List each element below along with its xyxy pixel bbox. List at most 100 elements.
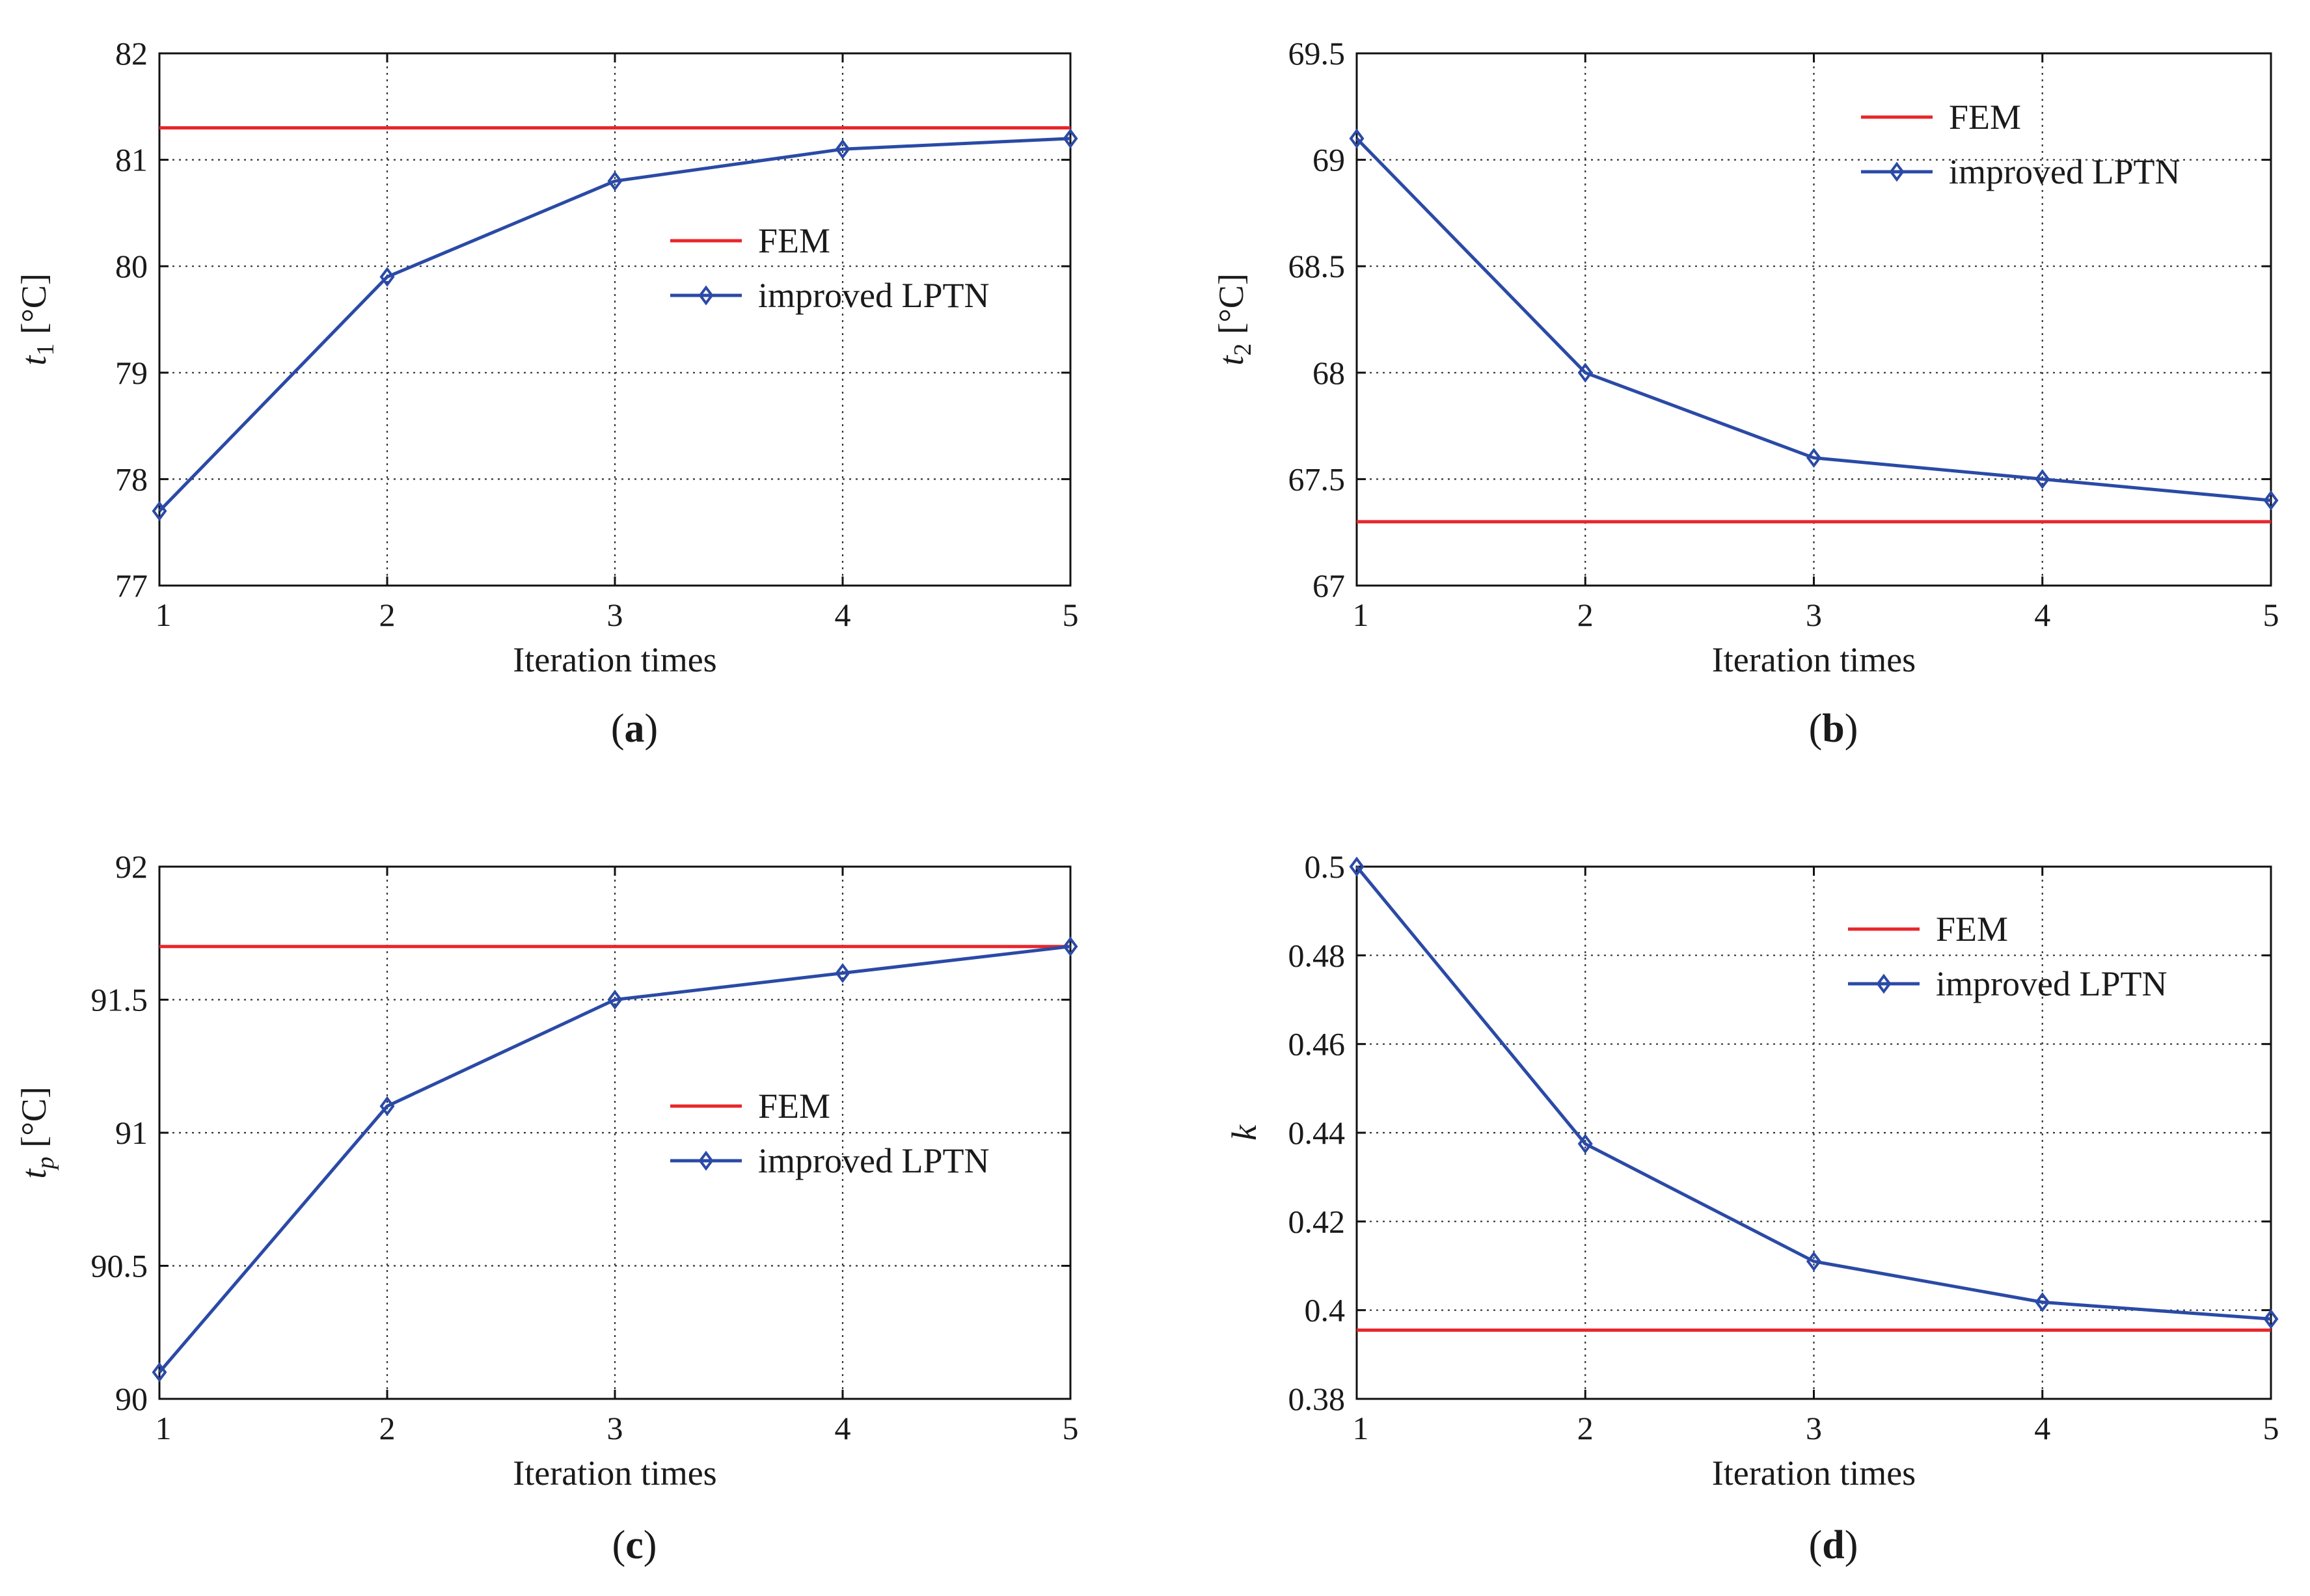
y-axis-subscript: 2 <box>1229 344 1257 356</box>
data-point-diamond <box>1577 362 1593 383</box>
legend-lptn-label: improved LPTN <box>758 276 989 315</box>
x-tick-label: 3 <box>607 597 623 633</box>
series-improved-lptn-line <box>1355 865 2272 1321</box>
data-point-diamond <box>1577 1133 1593 1154</box>
x-tick-label: 2 <box>1577 597 1594 633</box>
panel-caption: (d) <box>1809 1523 1858 1567</box>
y-axis-symbol: t <box>14 1168 53 1179</box>
y-axis-unit: [°C] <box>14 1087 53 1148</box>
legend-lptn-marker <box>1876 973 1892 994</box>
panel-c: 1 2 3 4 5 90 90.5 91 91.5 92 Iteration times tp [°C]… <box>14 848 1079 1567</box>
panel-caption: (a) <box>611 707 658 751</box>
panel-caption: (b) <box>1809 707 1858 751</box>
y-tick-label: 91.5 <box>91 982 148 1018</box>
legend-fem-label: FEM <box>1949 98 2021 137</box>
y-tick-label: 81 <box>115 142 148 178</box>
data-point-diamond <box>2263 490 2279 511</box>
x-tick-label: 4 <box>2034 597 2050 633</box>
y-tick-label: 77 <box>115 567 148 604</box>
y-tick-label: 0.46 <box>1288 1026 1346 1062</box>
y-tick-label: 0.48 <box>1288 937 1346 973</box>
x-tick-label: 4 <box>835 597 851 633</box>
y-tick-label: 68.5 <box>1288 248 1346 284</box>
y-tick-label: 0.44 <box>1288 1115 1346 1151</box>
data-point-diamond <box>1063 936 1078 957</box>
data-point-diamond <box>152 501 167 521</box>
x-tick-label: 1 <box>156 597 172 633</box>
x-tick-label: 5 <box>1063 597 1079 633</box>
y-tick-label: 82 <box>115 35 148 72</box>
y-tick-label: 0.42 <box>1288 1203 1346 1239</box>
y-tick-label: 68 <box>1312 355 1345 391</box>
legend-fem-label: FEM <box>758 1087 830 1126</box>
x-tick-label: 5 <box>2263 1410 2279 1446</box>
panel-caption-letter: c <box>625 1523 644 1567</box>
y-axis-subscript: p <box>32 1157 59 1171</box>
x-tick-label: 1 <box>1353 1410 1369 1446</box>
data-point-diamond <box>1349 128 1365 149</box>
x-tick-label: 2 <box>379 1410 396 1446</box>
y-axis-symbol: t <box>14 355 53 366</box>
data-point-diamond <box>379 1096 395 1116</box>
series-improved-lptn-line <box>158 137 1071 513</box>
series-improved-lptn-line <box>1355 137 2272 502</box>
y-tick-label: 0.5 <box>1305 848 1346 885</box>
legend-lptn-marker <box>698 285 714 306</box>
panel-caption: (c) <box>612 1523 657 1567</box>
x-axis-label: Iteration times <box>513 640 716 679</box>
legend-lptn-label: improved LPTN <box>758 1141 989 1180</box>
x-tick-label: 3 <box>1806 1410 1822 1446</box>
x-tick-label: 1 <box>1353 597 1369 633</box>
y-axis-unit: [°C] <box>1212 273 1251 334</box>
y-tick-label: 80 <box>115 248 148 284</box>
y-tick-label: 0.38 <box>1288 1381 1346 1417</box>
y-tick-label: 69.5 <box>1288 35 1346 72</box>
panel-caption-letter: a <box>625 707 645 751</box>
legend-lptn-label: improved LPTN <box>1949 152 2180 191</box>
data-point-diamond <box>2035 469 2050 489</box>
y-tick-label: 0.4 <box>1305 1292 1346 1329</box>
y-tick-label: 92 <box>115 848 148 885</box>
data-point-diamond <box>379 267 395 287</box>
y-axis-label: t2 [°C] <box>1212 273 1257 366</box>
legend-lptn-marker <box>1889 161 1905 182</box>
data-point-diamond <box>1349 856 1365 877</box>
x-axis-label: Iteration times <box>1712 640 1916 679</box>
x-tick-label: 1 <box>156 1410 172 1446</box>
panel-d: 1 2 3 4 5 0.38 0.4 0.42 0.44 0.46 0.48 0.5 Iteration… <box>1225 848 2279 1567</box>
y-axis-unit: [°C] <box>14 273 53 334</box>
y-tick-label: 91 <box>115 1115 148 1151</box>
y-tick-label: 78 <box>115 461 148 497</box>
legend-lptn-label: improved LPTN <box>1936 964 2167 1003</box>
y-tick-label: 90 <box>115 1381 148 1417</box>
x-tick-label: 3 <box>607 1410 623 1446</box>
x-tick-label: 5 <box>2263 597 2279 633</box>
data-point-diamond <box>607 990 623 1010</box>
panel-caption-letter: b <box>1822 707 1844 751</box>
x-tick-label: 4 <box>2034 1410 2050 1446</box>
data-point-diamond <box>607 170 623 191</box>
y-axis-symbol: t <box>1212 355 1251 366</box>
x-tick-label: 2 <box>379 597 396 633</box>
data-point-diamond <box>1063 128 1078 149</box>
y-axis-symbol: k <box>1225 1124 1264 1141</box>
legend-fem-label: FEM <box>1936 910 2008 949</box>
x-tick-label: 2 <box>1577 1410 1594 1446</box>
data-point-diamond <box>2263 1308 2279 1329</box>
panel-caption-letter: d <box>1822 1523 1844 1567</box>
y-tick-label: 90.5 <box>91 1248 148 1284</box>
y-axis-label: k <box>1225 1124 1264 1141</box>
x-tick-label: 4 <box>835 1410 851 1446</box>
data-point-diamond <box>835 963 850 983</box>
data-point-diamond <box>152 1362 167 1383</box>
y-tick-label: 67 <box>1312 567 1345 604</box>
y-axis-label: tp [°C] <box>14 1087 59 1179</box>
y-tick-label: 79 <box>115 355 148 391</box>
y-tick-label: 69 <box>1312 142 1345 178</box>
x-tick-label: 3 <box>1806 597 1822 633</box>
data-point-diamond <box>1806 448 1821 468</box>
legend-fem-label: FEM <box>758 221 830 260</box>
